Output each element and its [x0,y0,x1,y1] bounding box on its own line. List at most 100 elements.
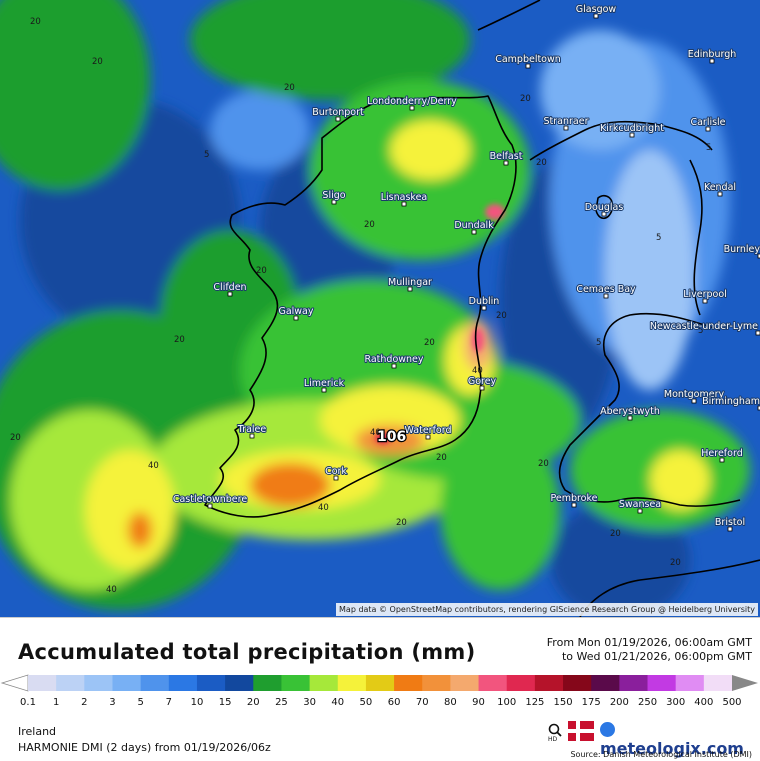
city-dot [525,63,531,69]
city-marker[interactable]: Kendal [703,181,737,197]
colorbar-tick-label: 100 [497,697,517,708]
contour-value-label: 20 [30,17,41,27]
date-to: to Wed 01/21/2026, 06:00pm GMT [561,650,752,663]
city-label: Aberystwyth [600,406,660,417]
colorbar-segment [647,675,677,691]
city-marker[interactable]: Stranraer [543,115,590,131]
city-marker[interactable]: Burnley [723,243,760,259]
colorbar-tick-label: 500 [722,697,742,708]
city-dot [727,526,733,532]
city-marker[interactable]: Burtonport [311,106,365,122]
colorbar-segment [337,675,367,691]
city-marker[interactable]: Aberystwyth [599,405,661,421]
city-label: Newcastle-under-Lyme [650,321,758,332]
colorbar-tick-label: 20 [246,697,260,708]
contour-value-label: 20 [10,433,21,443]
colorbar-segment [478,675,508,691]
city-marker[interactable]: Castletownbere [172,493,248,509]
hd-zoom-icon[interactable]: HD [548,723,562,741]
colorbar-segment [534,675,564,691]
city-marker[interactable]: Lisnaskea [380,191,428,207]
city-label: Gorey [468,376,497,387]
max-value-label: 106 [377,429,406,445]
colorbar-segment [56,675,85,691]
city-marker[interactable]: Dundalk [453,219,495,235]
colorbar-tick-label: 125 [525,697,545,708]
contour-value-label: 20 [610,529,621,539]
city-dot [603,293,609,299]
colorbar-tick-label: 5 [137,697,144,708]
contour-value-label: 5 [698,326,703,336]
city-marker[interactable]: Hereford [700,447,744,463]
city-marker[interactable]: Pembroke [549,492,599,508]
model-label: HARMONIE DMI (2 days) from 01/19/2026/06… [18,741,271,754]
city-marker[interactable]: Carlisle [689,116,727,132]
city-label: Stranraer [544,116,589,127]
city-marker[interactable]: Edinburgh [687,48,737,64]
colorbar-segment [140,675,170,691]
city-marker[interactable]: Gorey [467,375,498,391]
city-layer: Glasgow Edinburgh Campbeltown BurtonportLon… [172,3,760,532]
brand-logo[interactable]: meteologix.com [600,720,760,758]
city-dot [335,116,341,122]
city-marker[interactable]: Swansea [618,498,662,514]
city-dot [401,201,407,207]
colorbar-segment [196,675,226,691]
city-dot [627,415,633,421]
city-label: Limerick [304,378,345,389]
city-marker[interactable]: Glasgow [575,3,617,19]
city-marker[interactable]: Clifden [212,281,248,297]
map-attribution[interactable]: Map data © OpenStreetMap contributors, r… [336,603,758,616]
city-marker[interactable]: Cemaes Bay [575,283,637,299]
colorbar-tick-label: 40 [331,697,345,708]
colorbar-tick-label: 300 [666,697,686,708]
city-dot [409,105,415,111]
contour-value-label: 20 [520,94,531,104]
city-label: Campbeltown [495,54,561,65]
city-label: Glasgow [576,4,617,15]
colorbar-segment [309,675,339,691]
city-label: Hereford [701,448,742,459]
city-marker[interactable]: Mullingar [387,276,433,292]
globe-icon [600,722,615,737]
city-dot [333,475,339,481]
contour-value-label: 40 [370,428,381,438]
city-dot [481,305,487,311]
city-marker[interactable]: Waterford [403,424,453,440]
colorbar-segment [112,675,142,691]
colorbar-segment [84,675,113,691]
city-marker[interactable]: Limerick [303,377,346,393]
colorbar-tick-label: 0.1 [20,697,36,708]
region-label: Ireland [18,725,57,738]
city-marker[interactable]: Montgomery [663,388,725,404]
city-marker[interactable]: Newcastle-under-Lyme [649,320,760,336]
city-label: Dublin [469,296,500,307]
contour-value-label: 40 [148,461,159,471]
city-marker[interactable]: Rathdowney [363,353,425,369]
city-marker[interactable]: Dublin [468,295,500,311]
precipitation-map[interactable]: 20 20 5 20 20 20 20 20 20 20 40 40 20 20 40 20 40 20 40 5 5 2… [0,0,760,617]
city-marker[interactable]: Kirkcudbright [599,122,665,138]
city-label: Carlisle [690,117,725,128]
city-dot [331,199,337,205]
colorbar-tick-label: 15 [218,697,232,708]
city-label: Edinburgh [688,49,737,60]
city-marker[interactable]: Cork [324,465,348,481]
city-marker[interactable]: Belfast [489,150,524,166]
city-dot [227,291,233,297]
colorbar-segment [168,675,198,691]
colorbar-segment [450,675,480,691]
city-marker[interactable]: Bristol [714,516,746,532]
city-marker[interactable]: Londonderry/Derry [366,95,458,111]
source-label: Source: Danish Meteorological Institute … [570,750,752,759]
contour-value-label: 5 [596,338,601,348]
city-marker[interactable]: Galway [277,305,315,321]
city-marker[interactable]: Tralee [236,423,267,439]
city-marker[interactable]: Douglas [584,201,624,217]
city-dot [563,125,569,131]
city-marker[interactable]: Campbeltown [494,53,562,69]
city-marker[interactable]: Sligo [321,189,347,205]
city-marker[interactable]: Birmingham [701,395,760,411]
city-marker[interactable]: Liverpool [682,288,728,304]
city-dot [293,315,299,321]
